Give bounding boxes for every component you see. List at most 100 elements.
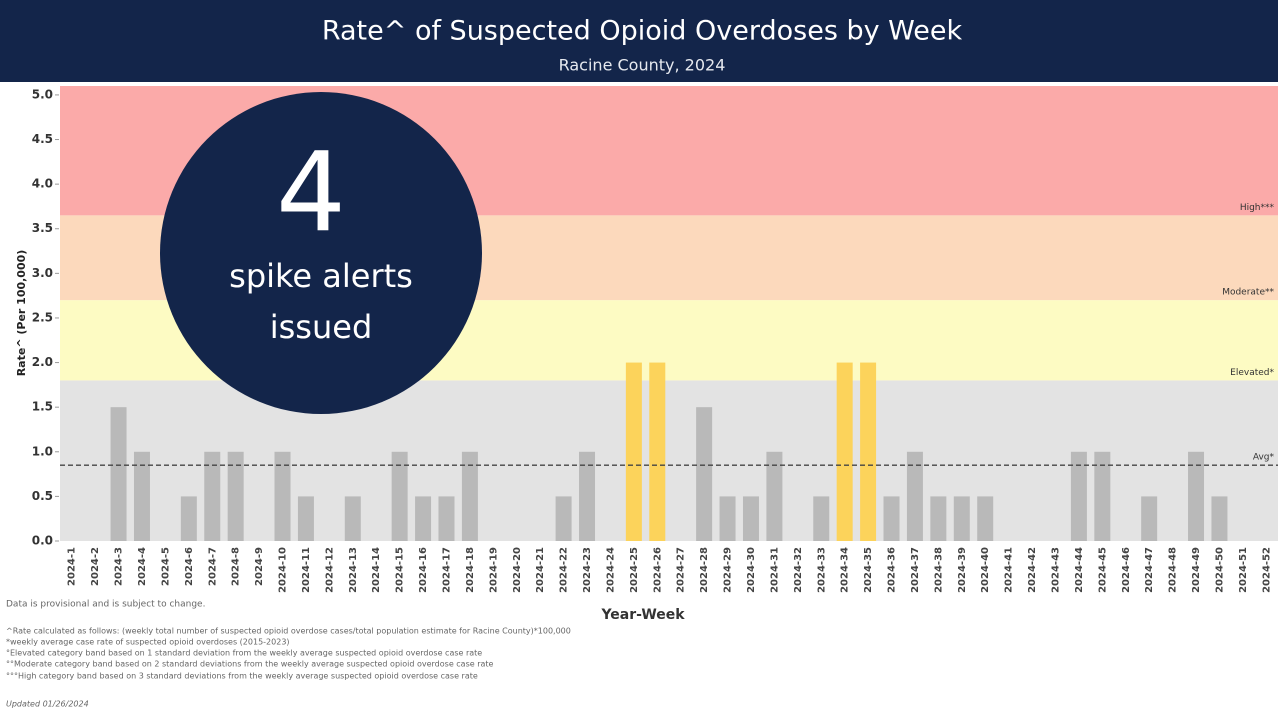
x-tick-label: 2024-16 bbox=[418, 547, 429, 593]
x-tick-label: 2024-46 bbox=[1121, 547, 1132, 593]
x-tick-label: 2024-39 bbox=[957, 547, 968, 593]
y-tick-label: 0.0 bbox=[32, 534, 53, 548]
x-tick-label: 2024-12 bbox=[324, 547, 335, 593]
footnote: Data is provisional and is subject to ch… bbox=[6, 600, 205, 610]
bar bbox=[461, 451, 478, 541]
footnote: *weekly average case rate of suspected o… bbox=[6, 638, 290, 647]
y-tick-label: 1.5 bbox=[32, 400, 53, 414]
band-label: Elevated* bbox=[1230, 368, 1274, 378]
bar bbox=[297, 496, 314, 541]
callout-circle bbox=[160, 92, 482, 414]
x-tick-label: 2024-45 bbox=[1097, 547, 1108, 593]
chart-title: Rate^ of Suspected Opioid Overdoses by W… bbox=[322, 16, 963, 47]
x-tick-label: 2024-9 bbox=[254, 547, 265, 586]
x-tick-label: 2024-8 bbox=[231, 547, 242, 586]
bar bbox=[1070, 451, 1087, 541]
x-tick-label: 2024-6 bbox=[184, 547, 195, 586]
bar bbox=[742, 496, 759, 541]
bar bbox=[110, 407, 127, 541]
bar bbox=[204, 451, 221, 541]
bar bbox=[696, 407, 713, 541]
x-tick-label: 2024-30 bbox=[746, 547, 757, 593]
x-tick-label: 2024-4 bbox=[137, 547, 148, 586]
y-tick-label: 0.5 bbox=[32, 489, 53, 503]
band-label: High*** bbox=[1240, 203, 1275, 213]
y-axis-label: Rate^ (Per 100,000) bbox=[15, 250, 28, 377]
y-tick-label: 5.0 bbox=[32, 87, 53, 101]
x-tick-label: 2024-17 bbox=[441, 547, 452, 593]
x-tick-label: 2024-42 bbox=[1027, 547, 1038, 593]
bar bbox=[1094, 451, 1111, 541]
x-tick-label: 2024-5 bbox=[160, 547, 171, 586]
x-tick-label: 2024-21 bbox=[535, 547, 546, 593]
y-tick-label: 2.0 bbox=[32, 355, 53, 369]
x-tick-label: 2024-35 bbox=[863, 547, 874, 593]
bar bbox=[766, 451, 783, 541]
callout-number: 4 bbox=[276, 128, 346, 256]
y-tick-label: 4.0 bbox=[32, 177, 53, 191]
bar bbox=[649, 362, 666, 541]
x-tick-label: 2024-13 bbox=[348, 547, 359, 593]
x-tick-label: 2024-22 bbox=[559, 547, 570, 593]
x-tick-label: 2024-10 bbox=[278, 547, 289, 593]
x-tick-label: 2024-51 bbox=[1238, 547, 1249, 593]
x-tick-label: 2024-48 bbox=[1168, 547, 1179, 593]
x-tick-label: 2024-2 bbox=[90, 547, 101, 586]
bar bbox=[625, 362, 642, 541]
bar bbox=[1211, 496, 1228, 541]
x-axis-label: Year-Week bbox=[600, 607, 685, 623]
x-tick-label: 2024-43 bbox=[1050, 547, 1061, 593]
bar bbox=[579, 451, 596, 541]
average-label: Avg* bbox=[1253, 453, 1275, 463]
band-label: Moderate** bbox=[1222, 288, 1274, 298]
x-tick-label: 2024-26 bbox=[652, 547, 663, 593]
x-tick-label: 2024-28 bbox=[699, 547, 710, 593]
x-tick-label: 2024-18 bbox=[465, 547, 476, 593]
x-tick-label: 2024-31 bbox=[769, 547, 780, 593]
x-tick-label: 2024-32 bbox=[793, 547, 804, 593]
x-tick-label: 2024-34 bbox=[840, 547, 851, 593]
x-tick-label: 2024-1 bbox=[67, 547, 78, 586]
callout-text: spike alerts bbox=[229, 257, 413, 295]
x-tick-label: 2024-44 bbox=[1074, 547, 1085, 593]
bar bbox=[133, 451, 150, 541]
x-tick-label: 2024-7 bbox=[207, 547, 218, 586]
callout-text: issued bbox=[270, 308, 373, 346]
bar bbox=[227, 451, 244, 541]
x-tick-label: 2024-3 bbox=[114, 547, 125, 586]
y-tick-label: 2.5 bbox=[32, 310, 53, 324]
x-tick-label: 2024-41 bbox=[1004, 547, 1015, 593]
bar bbox=[883, 496, 900, 541]
x-tick-label: 2024-40 bbox=[980, 547, 991, 593]
bar bbox=[1141, 496, 1158, 541]
y-tick-label: 3.5 bbox=[32, 221, 53, 235]
x-tick-label: 2024-25 bbox=[629, 547, 640, 593]
x-tick-label: 2024-23 bbox=[582, 547, 593, 593]
x-tick-label: 2024-49 bbox=[1191, 547, 1202, 593]
x-tick-label: 2024-15 bbox=[395, 547, 406, 593]
x-tick-label: 2024-52 bbox=[1261, 547, 1272, 593]
x-tick-label: 2024-37 bbox=[910, 547, 921, 593]
x-tick-label: 2024-19 bbox=[488, 547, 499, 593]
x-tick-label: 2024-36 bbox=[887, 547, 898, 593]
header bbox=[0, 0, 1278, 82]
x-tick-label: 2024-14 bbox=[371, 547, 382, 593]
footnote: °°°High category band based on 3 standar… bbox=[6, 672, 478, 681]
bar bbox=[415, 496, 432, 541]
x-tick-label: 2024-33 bbox=[816, 547, 827, 593]
bar bbox=[860, 362, 877, 541]
bar bbox=[719, 496, 736, 541]
bar bbox=[1188, 451, 1205, 541]
bar bbox=[930, 496, 947, 541]
bar bbox=[977, 496, 994, 541]
bar bbox=[391, 451, 408, 541]
x-tick-label: 2024-38 bbox=[933, 547, 944, 593]
y-tick-label: 1.0 bbox=[32, 444, 53, 458]
footnote: °°Moderate category band based on 2 stan… bbox=[6, 660, 494, 669]
x-tick-label: 2024-27 bbox=[676, 547, 687, 593]
bar bbox=[438, 496, 455, 541]
bar bbox=[836, 362, 853, 541]
bar bbox=[813, 496, 830, 541]
footnote: °Elevated category band based on 1 stand… bbox=[6, 649, 482, 658]
